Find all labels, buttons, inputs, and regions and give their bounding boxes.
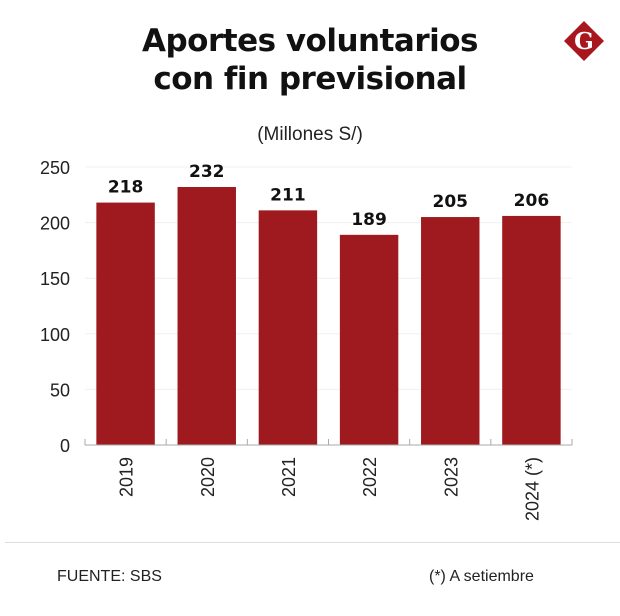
footer-divider — [5, 542, 620, 543]
logo-letter: G — [574, 28, 594, 55]
y-tick-label: 200 — [40, 214, 70, 234]
y-tick-label: 250 — [40, 158, 70, 178]
brand-logo-icon: G — [563, 20, 605, 62]
bar — [502, 215, 561, 445]
x-tick-label: 2024 (*) — [522, 457, 542, 521]
bar-chart: 0 50 100 150 200 250 218 2019 232 2020 211 2021 189 2… — [40, 158, 573, 521]
data-label: 189 — [351, 210, 387, 230]
y-tick-label: 150 — [40, 269, 70, 289]
data-label: 205 — [433, 192, 469, 212]
data-label: 211 — [270, 185, 306, 205]
bar — [177, 187, 236, 446]
y-tick-label: 50 — [50, 380, 70, 400]
source-note: FUENTE: SBS — [57, 568, 162, 585]
x-tick-label: 2020 — [198, 457, 218, 497]
bar — [96, 202, 155, 445]
data-label: 218 — [108, 178, 144, 198]
data-label: 206 — [514, 191, 550, 211]
y-tick-label: 100 — [40, 325, 70, 345]
x-tick-label: 2023 — [441, 457, 461, 497]
chart-title-line-2: con fin previsional — [153, 61, 467, 97]
data-label: 232 — [189, 162, 225, 182]
x-tick-label: 2021 — [279, 457, 299, 497]
chart-title: Aportes voluntarios con fin previsional — [0, 22, 620, 98]
chart-title-line-1: Aportes voluntarios — [141, 23, 479, 59]
bar — [339, 234, 399, 445]
logo-diamond-shape — [564, 21, 604, 61]
bar — [421, 217, 480, 445]
chart-subtitle: (Millones S/) — [257, 124, 363, 145]
footnote: (*) A setiembre — [429, 568, 534, 585]
x-tick-label: 2019 — [117, 457, 137, 497]
x-tick-label: 2022 — [360, 457, 380, 497]
y-tick-label: 0 — [60, 436, 70, 456]
bar — [258, 210, 318, 445]
